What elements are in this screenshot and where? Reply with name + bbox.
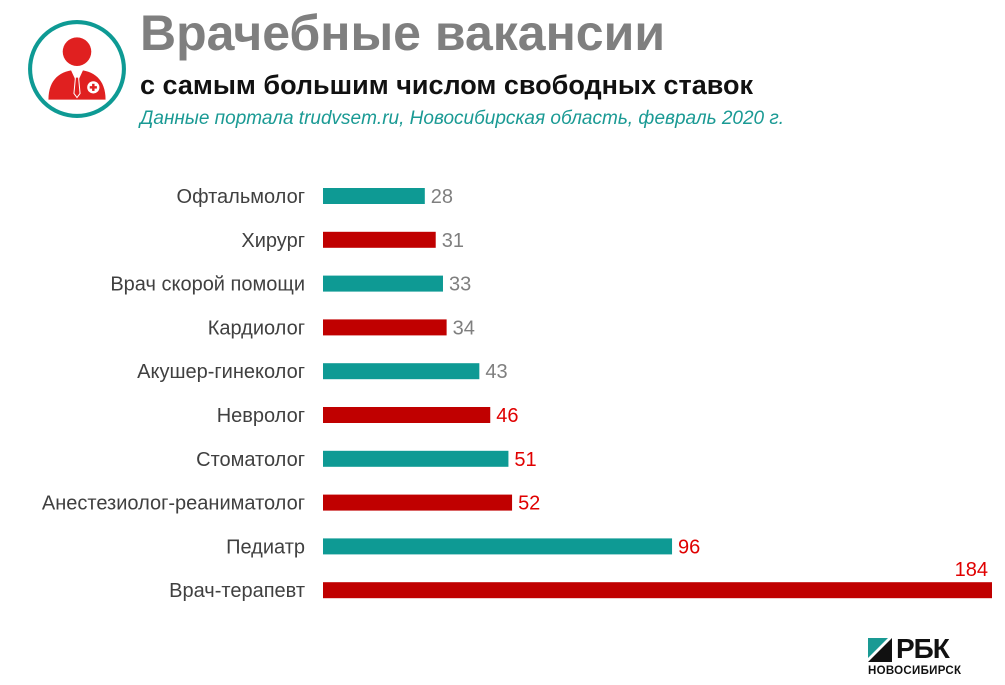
rbc-brand-logo: РБК НОВОСИБИРСК (868, 633, 992, 680)
category-label: Кардиолог (208, 317, 305, 339)
category-label: Хирург (241, 230, 305, 252)
doctor-logo-icon (28, 20, 126, 118)
bar (323, 188, 425, 204)
value-label: 33 (449, 274, 471, 296)
bar (323, 582, 992, 599)
bar-chart: Офтальмолог 28 Хирург 31 Врач скорой помощи 3… (42, 186, 992, 602)
data-source-note: Данные портала trudvsem.ru, Новосибирска… (140, 108, 785, 129)
value-label: 34 (453, 317, 475, 339)
value-label: 43 (485, 361, 507, 383)
category-label: Врач скорой помощи (110, 274, 305, 296)
bar (323, 363, 480, 380)
chart-title: Врачебные вакансии (140, 5, 666, 61)
category-label: Офтальмолог (177, 186, 305, 208)
rbc-mark-icon (868, 638, 892, 662)
value-label: 31 (442, 230, 464, 252)
brand-city: НОВОСИБИРСК (868, 665, 962, 677)
category-label: Стоматолог (196, 449, 305, 471)
value-label: 51 (514, 449, 536, 471)
value-label: 52 (518, 493, 540, 515)
value-label: 184 (955, 559, 988, 581)
category-label: Акушер-гинеколог (137, 361, 305, 383)
category-label: Врач-терапевт (169, 580, 305, 602)
bar (323, 231, 436, 248)
value-label: 28 (431, 186, 453, 208)
bar (323, 538, 673, 555)
value-label: 46 (496, 405, 518, 427)
category-label: Анестезиолог-реаниматолог (42, 493, 305, 515)
bar (323, 407, 491, 423)
value-label: 96 (678, 536, 700, 558)
category-label: Педиатр (226, 536, 305, 558)
category-label: Невролог (217, 405, 305, 427)
bar (323, 319, 447, 336)
bar (323, 494, 513, 511)
chart-subtitle: с самым большим числом свободных ставок (140, 70, 753, 100)
bar (323, 450, 509, 467)
brand-name: РБК (896, 633, 950, 664)
bar (323, 275, 443, 292)
